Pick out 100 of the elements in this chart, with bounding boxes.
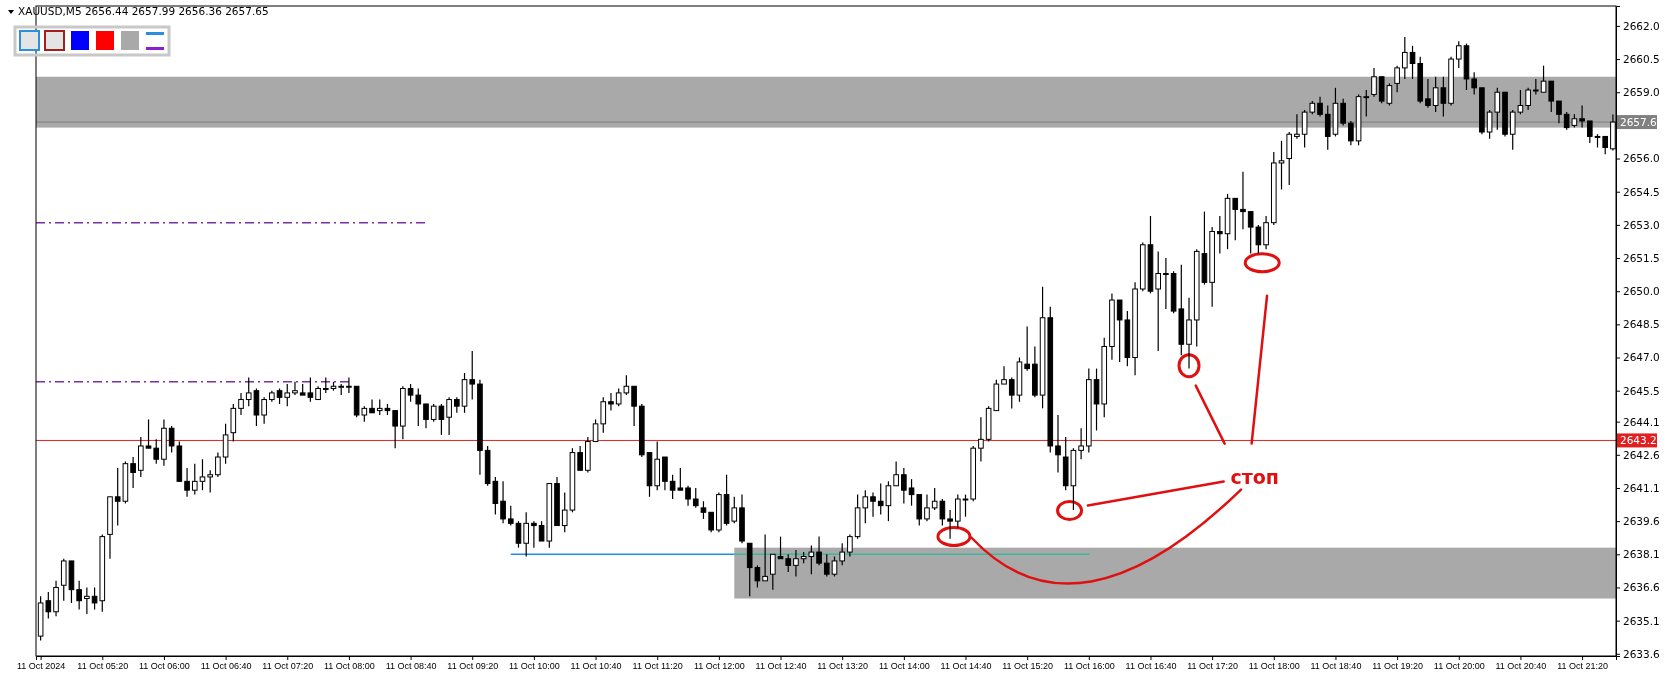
candlestick <box>1348 120 1354 146</box>
x-tick-label: 11 Oct 19:20 <box>1372 661 1424 672</box>
candlestick <box>1425 78 1431 109</box>
x-tick-label: 11 Oct 18:00 <box>1248 661 1300 672</box>
x-tick-label: 11 Oct 08:40 <box>385 661 437 672</box>
y-tick-label: 2651.5 <box>1623 251 1660 264</box>
ref-line-label: 2643.2 <box>1620 434 1657 447</box>
candlestick <box>1455 40 1462 69</box>
candlestick <box>954 494 961 529</box>
x-tick-label: 11 Oct 09:20 <box>447 661 499 672</box>
chart-title: XAUUSD,M5 2656.44 2657.99 2656.36 2657.65 <box>18 5 269 17</box>
candlestick <box>76 580 82 611</box>
candlestick <box>870 491 876 518</box>
candlestick <box>222 423 229 465</box>
candlestick <box>346 376 352 394</box>
candlestick <box>238 392 244 416</box>
x-tick-label: 11 Oct 21:20 <box>1557 661 1609 672</box>
candlestick <box>1409 45 1416 80</box>
candlestick <box>947 509 953 540</box>
candlestick <box>1024 325 1030 372</box>
y-tick-label: 2633.6 <box>1623 647 1661 660</box>
candlestick <box>1586 120 1593 144</box>
candlestick <box>446 396 452 436</box>
ref-line-label: 2657.6 <box>1620 115 1658 128</box>
candlestick <box>1402 36 1408 80</box>
candlestick <box>692 487 699 509</box>
candlestick <box>577 445 583 471</box>
candlestick <box>816 536 822 566</box>
x-tick-label: 11 Oct 14:00 <box>878 661 930 672</box>
x-tick-label: 11 Oct 15:20 <box>1002 661 1054 672</box>
candlestick <box>215 452 221 478</box>
candlestick <box>1471 71 1477 96</box>
x-tick-label: 11 Oct 08:00 <box>323 661 375 672</box>
candlestick <box>893 460 899 487</box>
candlestick <box>531 520 537 549</box>
y-tick-label: 2656.0 <box>1623 152 1660 165</box>
annotation: стоп <box>1230 465 1279 488</box>
x-tick-label: 11 Oct 20:00 <box>1433 661 1485 672</box>
candlestick <box>793 549 799 578</box>
candlestick <box>1394 65 1400 93</box>
y-tick-label: 2644.1 <box>1623 415 1660 428</box>
y-tick-label: 2650.0 <box>1623 285 1660 298</box>
y-tick-label: 2636.6 <box>1623 581 1661 594</box>
candlestick <box>685 485 691 507</box>
candlestick <box>153 438 160 465</box>
candlestick <box>1001 365 1007 385</box>
candlestick <box>823 553 830 578</box>
y-tick-label: 2662.0 <box>1623 19 1660 32</box>
x-tick-label: 11 Oct 12:40 <box>755 661 807 672</box>
candlestick <box>1163 257 1169 310</box>
candlestick <box>515 520 522 549</box>
x-tick-label: 11 Oct 11:20 <box>632 661 683 672</box>
candlestick <box>1263 215 1269 250</box>
y-tick-label: 2659.0 <box>1623 86 1660 99</box>
x-tick-label: 11 Oct 20:40 <box>1495 661 1547 672</box>
y-tick-label: 2647.0 <box>1623 351 1660 364</box>
candlestick <box>145 418 152 449</box>
candlestick <box>1525 87 1531 111</box>
candlestick <box>708 511 714 533</box>
candlestick <box>207 469 213 493</box>
x-tick-label: 11 Oct 10:40 <box>570 661 622 672</box>
y-tick-label: 2638.1 <box>1623 548 1660 561</box>
candlestick <box>130 456 136 489</box>
candlestick <box>901 467 907 505</box>
candlestick <box>1055 414 1061 474</box>
candlestick <box>770 553 776 591</box>
y-tick-label: 2642.6 <box>1623 448 1661 461</box>
x-tick-label: 11 Oct 2024 <box>16 661 66 672</box>
candlestick <box>1579 104 1585 129</box>
x-tick-label: 11 Oct 13:20 <box>817 661 869 672</box>
candlestick <box>261 396 267 425</box>
x-tick-label: 11 Oct 16:40 <box>1125 661 1177 672</box>
x-tick-label: 11 Oct 06:40 <box>200 661 252 672</box>
candlestick <box>847 533 853 558</box>
candlestick <box>1240 171 1246 230</box>
y-tick-label: 2653.0 <box>1623 218 1660 231</box>
y-tick-label: 2660.5 <box>1623 52 1660 65</box>
candlestick <box>1217 215 1223 255</box>
candlestick <box>184 467 190 498</box>
x-tick-label: 11 Oct 14:40 <box>940 661 992 672</box>
x-tick-label: 11 Oct 07:20 <box>262 661 314 672</box>
x-tick-label: 11 Oct 17:20 <box>1187 661 1239 672</box>
candlestick <box>500 480 506 524</box>
y-tick-label: 2641.1 <box>1623 481 1660 494</box>
candlestick <box>608 392 614 412</box>
candlestick <box>523 511 529 558</box>
candlestick <box>469 350 476 401</box>
candlestick <box>292 381 298 396</box>
candlestick <box>978 416 984 463</box>
candlestick <box>507 505 514 527</box>
candlestick <box>1078 427 1084 460</box>
x-tick-label: 11 Oct 16:00 <box>1063 661 1115 672</box>
y-tick-label: 2654.5 <box>1623 185 1660 198</box>
x-tick-label: 11 Oct 05:20 <box>77 661 129 672</box>
y-tick-label: 2648.5 <box>1623 318 1660 331</box>
candlestick <box>84 586 90 615</box>
candlestick <box>199 458 206 491</box>
candlestick <box>1371 67 1377 98</box>
candlestick <box>191 463 198 496</box>
candlestick <box>1317 96 1323 118</box>
